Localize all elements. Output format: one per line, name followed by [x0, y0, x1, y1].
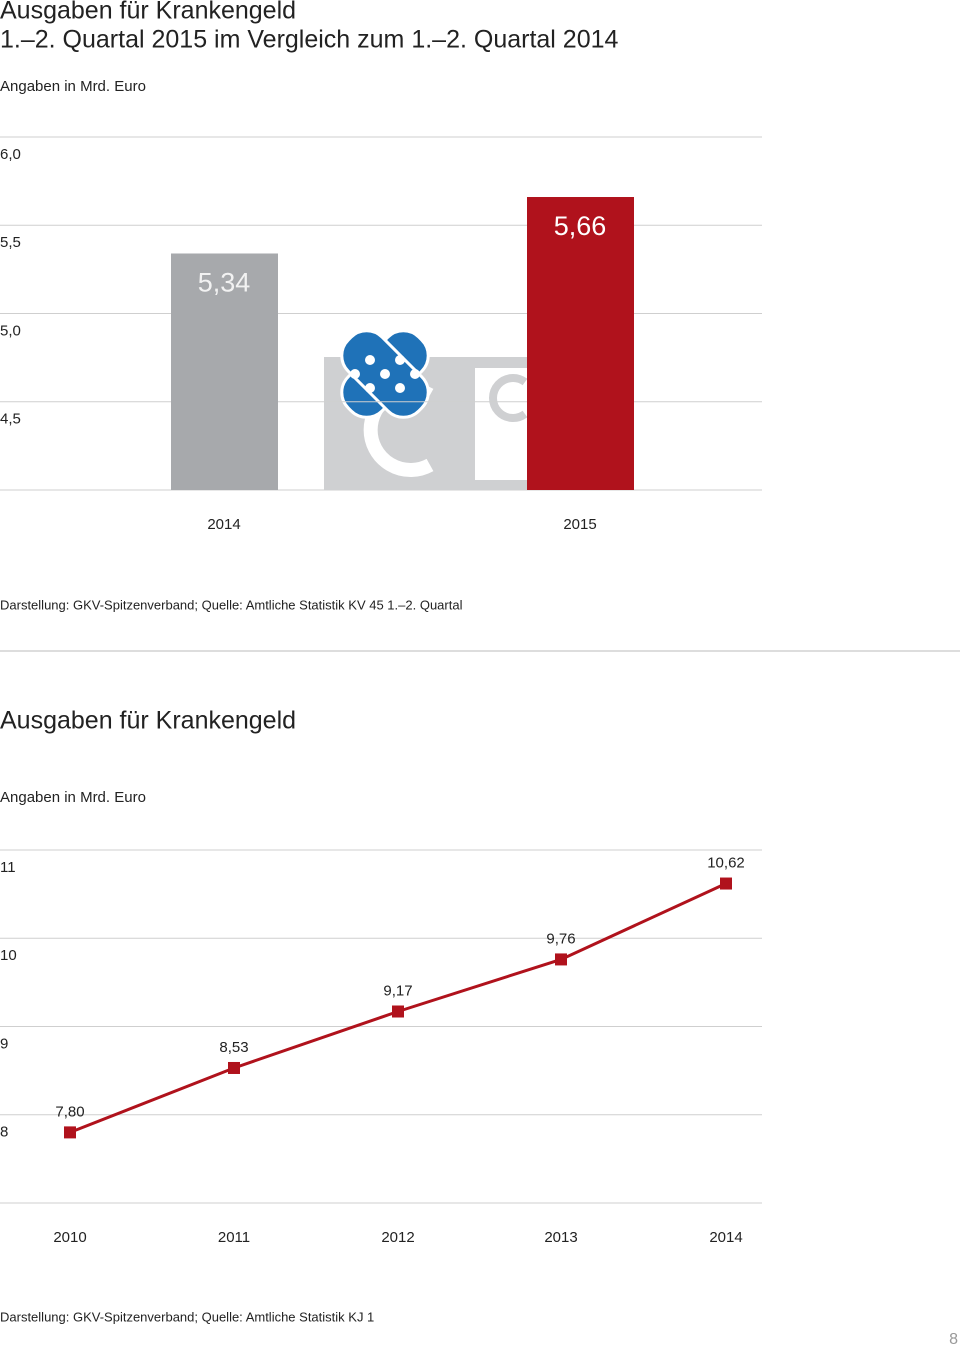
chart-title: 1.–2. Quartal 2015 im Vergleich zum 1.–2… [0, 26, 619, 54]
x-tick-label: 2010 [53, 1229, 86, 1246]
y-tick-label: 8 [0, 1124, 8, 1141]
x-tick-label: 2014 [207, 516, 240, 533]
bar [527, 197, 634, 490]
marker [228, 1061, 240, 1074]
marker [392, 1005, 404, 1018]
chart-title: Ausgaben für Krankengeld [0, 707, 296, 735]
y-tick-label: 5,0 [0, 322, 21, 339]
value-label: 5,34 [198, 268, 251, 298]
y-tick-label: 9 [0, 1035, 8, 1052]
x-tick-label: 2011 [218, 1229, 250, 1246]
x-tick-label: 2013 [544, 1229, 577, 1246]
x-tick-label: 2012 [381, 1229, 414, 1246]
y-tick-label: 5,5 [0, 234, 21, 251]
marker [555, 953, 567, 966]
illustration [324, 329, 545, 490]
chart-title: Ausgaben für Krankengeld [0, 0, 296, 25]
value-label: 7,80 [55, 1103, 84, 1120]
x-tick-label: 2015 [563, 516, 596, 533]
y-tick-label: 10 [0, 947, 17, 964]
value-label: 8,53 [219, 1039, 248, 1056]
y-tick-label: 4,5 [0, 411, 21, 428]
chart-subtitle: Angaben in Mrd. Euro [0, 78, 146, 95]
bar [171, 253, 278, 490]
chart-subtitle: Angaben in Mrd. Euro [0, 789, 146, 806]
source-note: Darstellung: GKV-Spitzenverband; Quelle:… [0, 1309, 374, 1324]
marker [64, 1126, 76, 1139]
y-tick-label: 11 [0, 859, 16, 876]
value-label: 9,76 [546, 930, 575, 947]
page-number: 8 [949, 1331, 958, 1348]
value-label: 10,62 [707, 855, 745, 872]
marker [720, 877, 732, 890]
x-tick-label: 2014 [709, 1229, 742, 1246]
value-label: 9,17 [383, 982, 412, 999]
source-note: Darstellung: GKV-Spitzenverband; Quelle:… [0, 597, 463, 612]
value-label: 5,66 [554, 211, 607, 241]
y-tick-label: 6,0 [0, 146, 21, 163]
